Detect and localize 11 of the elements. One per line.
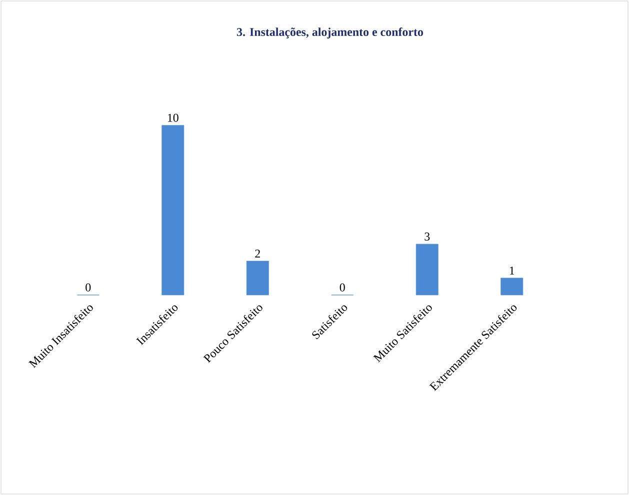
- bar: [500, 278, 524, 296]
- bar: [416, 244, 438, 296]
- bar: [246, 260, 269, 296]
- data-label: 3: [424, 232, 430, 241]
- data-label: 1: [510, 266, 514, 274]
- data-label: 0: [340, 283, 345, 292]
- chart-title: 3. Instalações, alojamento e conforto: [236, 28, 424, 38]
- data-label: 10: [168, 114, 178, 122]
- data-label: 0: [86, 283, 91, 292]
- data-label: 2: [255, 250, 260, 258]
- bar: [162, 125, 184, 296]
